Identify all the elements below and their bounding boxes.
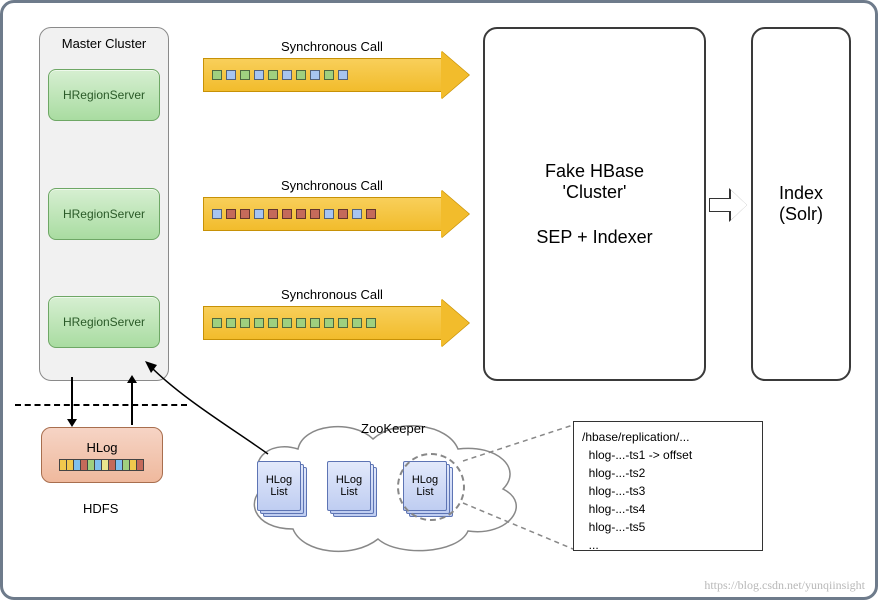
queue-cell xyxy=(310,318,320,328)
hlog-to-cluster-arrow xyxy=(131,377,133,425)
replication-detail-box: /hbase/replication/... hlog-...-ts1 -> o… xyxy=(573,421,763,551)
hlog-title: HLog xyxy=(86,440,117,455)
arrow-1 xyxy=(203,197,441,231)
queue-cell xyxy=(254,318,264,328)
queue-cell xyxy=(352,209,362,219)
queue-cell xyxy=(240,70,250,80)
queue-cell xyxy=(296,318,306,328)
watermark-text: https://blog.csdn.net/yunqiinsight xyxy=(704,578,865,593)
region-server-2: HRegionServer xyxy=(48,296,160,348)
queue-cell xyxy=(338,209,348,219)
queue-cell xyxy=(212,209,222,219)
queue-cell xyxy=(226,70,236,80)
arrow-0 xyxy=(203,58,441,92)
solr-line2: (Solr) xyxy=(779,204,823,225)
queue-cell xyxy=(366,318,376,328)
queue-cell xyxy=(268,318,278,328)
arrow-2-head xyxy=(441,299,469,347)
solr-line1: Index xyxy=(779,183,823,204)
queue-cell xyxy=(282,70,292,80)
fake-cluster-title: Fake HBase 'Cluster' xyxy=(545,161,644,203)
queue-cell xyxy=(282,318,292,328)
detail-line: hlog-...-ts1 -> offset xyxy=(582,446,754,464)
fake-cluster-line2: 'Cluster' xyxy=(545,182,644,203)
fake-hbase-cluster-box: Fake HBase 'Cluster' SEP + Indexer xyxy=(483,27,706,381)
queue-cell xyxy=(366,209,376,219)
hdfs-divider xyxy=(15,404,187,406)
arrow-1-head xyxy=(441,190,469,238)
hlog-list-1-label: HLogList xyxy=(327,461,371,511)
queue-cell xyxy=(240,318,250,328)
queue-cell xyxy=(324,209,334,219)
queue-cell xyxy=(268,209,278,219)
hlog-list-0: HLogList xyxy=(257,461,309,515)
cluster-to-hlog-arrow xyxy=(71,377,73,425)
arrow-0-label: Synchronous Call xyxy=(281,39,383,54)
arrow-2 xyxy=(203,306,441,340)
queue-cell xyxy=(296,70,306,80)
master-cluster-title: Master Cluster xyxy=(48,36,160,51)
queue-cell xyxy=(310,70,320,80)
hlog-list-0-label: HLogList xyxy=(257,461,301,511)
detail-line: hlog-...-ts5 xyxy=(582,518,754,536)
region-server-0: HRegionServer xyxy=(48,69,160,121)
queue-cell xyxy=(352,318,362,328)
hlog-box: HLog xyxy=(41,427,163,483)
detail-line: hlog-...-ts4 xyxy=(582,500,754,518)
hlog-strip xyxy=(60,459,144,471)
queue-cell xyxy=(282,209,292,219)
queue-cell xyxy=(338,318,348,328)
queue-cell xyxy=(254,70,264,80)
queue-cell xyxy=(226,318,236,328)
detail-line: ... xyxy=(582,536,754,554)
queue-cell xyxy=(338,70,348,80)
hlog-list-highlight-circle xyxy=(397,453,465,521)
fake-cluster-line1: Fake HBase xyxy=(545,161,644,182)
arrow-1-label: Synchronous Call xyxy=(281,178,383,193)
fake-cluster-line3: SEP + Indexer xyxy=(536,227,652,248)
solr-index-box: Index (Solr) xyxy=(751,27,851,381)
queue-cell xyxy=(324,70,334,80)
arrow-2-label: Synchronous Call xyxy=(281,287,383,302)
diagram-frame: Master Cluster HRegionServer HRegionServ… xyxy=(0,0,878,600)
queue-cell xyxy=(212,318,222,328)
queue-cell xyxy=(268,70,278,80)
queue-cell xyxy=(240,209,250,219)
hlog-cell xyxy=(136,459,144,471)
arrow-0-head xyxy=(441,51,469,99)
queue-cell xyxy=(254,209,264,219)
detail-line: hlog-...-ts3 xyxy=(582,482,754,500)
detail-line: /hbase/replication/... xyxy=(582,428,754,446)
queue-cell xyxy=(296,209,306,219)
detail-connector xyxy=(461,423,581,553)
hlog-list-1: HLogList xyxy=(327,461,379,515)
queue-cell xyxy=(212,70,222,80)
queue-cell xyxy=(226,209,236,219)
queue-cell xyxy=(310,209,320,219)
detail-line: hlog-...-ts2 xyxy=(582,464,754,482)
hdfs-label: HDFS xyxy=(83,501,118,516)
region-server-1: HRegionServer xyxy=(48,188,160,240)
queue-cell xyxy=(324,318,334,328)
zookeeper-label: ZooKeeper xyxy=(361,421,425,436)
